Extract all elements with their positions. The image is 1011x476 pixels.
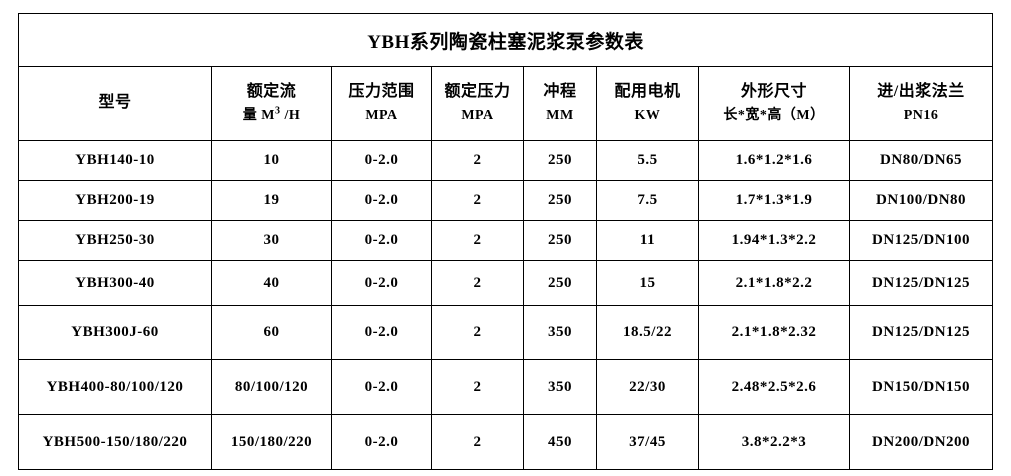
cell-rated-pressure: 2 [431, 414, 524, 470]
cell-rated-pressure: 2 [431, 220, 524, 261]
column-header-motor-label: 配用电机 [614, 82, 681, 100]
cell-flange: DN100/DN80 [848, 180, 994, 221]
cell-model: YBH400-80/100/120 [18, 359, 212, 415]
cell-motor: 7.5 [596, 180, 699, 221]
column-header-stroke-unit: MM [546, 107, 574, 123]
column-header-rated-flow: 额定流 量 M3 /H [211, 66, 332, 141]
column-header-pressure-range-unit: MPA [365, 107, 398, 123]
cell-stroke: 250 [523, 260, 597, 306]
cell-pressure-range: 0-2.0 [331, 260, 432, 306]
table-row: YBH200-19 19 0-2.0 2 250 7.5 1.7*1.3*1.9… [18, 180, 994, 221]
cell-dimensions: 1.7*1.3*1.9 [698, 180, 850, 221]
cell-pressure-range: 0-2.0 [331, 305, 432, 360]
column-header-stroke: 冲程 MM [523, 66, 597, 141]
cell-flange: DN200/DN200 [848, 414, 994, 470]
table-row: YBH300J-60 60 0-2.0 2 350 18.5/22 2.1*1.… [18, 305, 994, 360]
cell-flow: 80/100/120 [211, 359, 332, 415]
column-header-flange: 进/出浆法兰 PN16 [848, 66, 994, 141]
table-row: YBH140-10 10 0-2.0 2 250 5.5 1.6*1.2*1.6… [18, 140, 994, 181]
cell-dimensions: 3.8*2.2*3 [698, 414, 850, 470]
table-row: YBH500-150/180/220 150/180/220 0-2.0 2 4… [18, 414, 994, 470]
cell-dimensions: 1.6*1.2*1.6 [698, 140, 850, 181]
cell-model: YBH300-40 [18, 260, 212, 306]
column-header-rated-flow-unit: 量 M3 /H [242, 104, 301, 123]
cell-pressure-range: 0-2.0 [331, 359, 432, 415]
cell-dimensions: 2.1*1.8*2.32 [698, 305, 850, 360]
cell-stroke: 350 [523, 359, 597, 415]
cell-pressure-range: 0-2.0 [331, 414, 432, 470]
table-row: YBH300-40 40 0-2.0 2 250 15 2.1*1.8*2.2 … [18, 260, 994, 306]
cell-model: YBH300J-60 [18, 305, 212, 360]
cell-stroke: 250 [523, 180, 597, 221]
cell-stroke: 250 [523, 140, 597, 181]
column-header-motor: 配用电机 KW [596, 66, 699, 141]
column-header-motor-unit: KW [634, 107, 661, 123]
cell-dimensions: 2.1*1.8*2.2 [698, 260, 850, 306]
cell-model: YBH250-30 [18, 220, 212, 261]
cell-flange: DN150/DN150 [848, 359, 994, 415]
column-header-flange-label: 进/出浆法兰 [877, 82, 965, 100]
column-header-rated-pressure-unit: MPA [461, 107, 494, 123]
cell-dimensions: 1.94*1.3*2.2 [698, 220, 850, 261]
cell-rated-pressure: 2 [431, 260, 524, 306]
column-header-dimensions-unit: 长*宽*高（M） [723, 107, 825, 123]
cell-stroke: 250 [523, 220, 597, 261]
page-title: YBH系列陶瓷柱塞泥浆泵参数表 [17, 13, 994, 67]
column-header-model: 型号 [18, 66, 212, 141]
table-header-row: 型号 额定流 量 M3 /H 压力范围 MPA 额定压力 MPA 冲程 MM [18, 66, 994, 141]
cell-motor: 22/30 [596, 359, 699, 415]
cell-motor: 18.5/22 [596, 305, 699, 360]
column-header-rated-pressure-label: 额定压力 [444, 82, 511, 100]
cell-stroke: 450 [523, 414, 597, 470]
column-header-rated-flow-label: 额定流 [246, 82, 297, 100]
cell-motor: 15 [596, 260, 699, 306]
cell-pressure-range: 0-2.0 [331, 220, 432, 261]
cell-flange: DN125/DN100 [848, 220, 994, 261]
column-header-rated-pressure: 额定压力 MPA [431, 66, 524, 141]
cell-flange: DN125/DN125 [848, 260, 994, 306]
column-header-pressure-range-label: 压力范围 [348, 82, 415, 100]
table-title-row: YBH系列陶瓷柱塞泥浆泵参数表 [17, 13, 994, 67]
cell-model: YBH500-150/180/220 [18, 414, 212, 470]
cell-motor: 5.5 [596, 140, 699, 181]
cell-flow: 40 [211, 260, 332, 306]
cell-motor: 37/45 [596, 414, 699, 470]
cell-pressure-range: 0-2.0 [331, 140, 432, 181]
table-row: YBH250-30 30 0-2.0 2 250 11 1.94*1.3*2.2… [18, 220, 994, 261]
cell-model: YBH140-10 [18, 140, 212, 181]
cell-flow: 60 [211, 305, 332, 360]
cell-flange: DN125/DN125 [848, 305, 994, 360]
cell-model: YBH200-19 [18, 180, 212, 221]
cell-stroke: 350 [523, 305, 597, 360]
cell-flange: DN80/DN65 [848, 140, 994, 181]
cell-pressure-range: 0-2.0 [331, 180, 432, 221]
column-header-flange-unit: PN16 [903, 107, 939, 123]
cell-rated-pressure: 2 [431, 180, 524, 221]
cell-flow: 30 [211, 220, 332, 261]
cell-flow: 150/180/220 [211, 414, 332, 470]
column-header-dimensions: 外形尺寸 长*宽*高（M） [698, 66, 850, 141]
column-header-dimensions-label: 外形尺寸 [740, 82, 807, 100]
cell-flow: 10 [211, 140, 332, 181]
cell-rated-pressure: 2 [431, 359, 524, 415]
column-header-stroke-label: 冲程 [543, 82, 577, 100]
cell-flow: 19 [211, 180, 332, 221]
column-header-pressure-range: 压力范围 MPA [331, 66, 432, 141]
cell-motor: 11 [596, 220, 699, 261]
cell-dimensions: 2.48*2.5*2.6 [698, 359, 850, 415]
cell-rated-pressure: 2 [431, 140, 524, 181]
column-header-model-label: 型号 [98, 94, 132, 112]
cell-rated-pressure: 2 [431, 305, 524, 360]
table-row: YBH400-80/100/120 80/100/120 0-2.0 2 350… [18, 359, 994, 415]
pump-parameter-table: YBH系列陶瓷柱塞泥浆泵参数表 型号 额定流 量 M3 /H 压力范围 MPA … [17, 13, 994, 470]
